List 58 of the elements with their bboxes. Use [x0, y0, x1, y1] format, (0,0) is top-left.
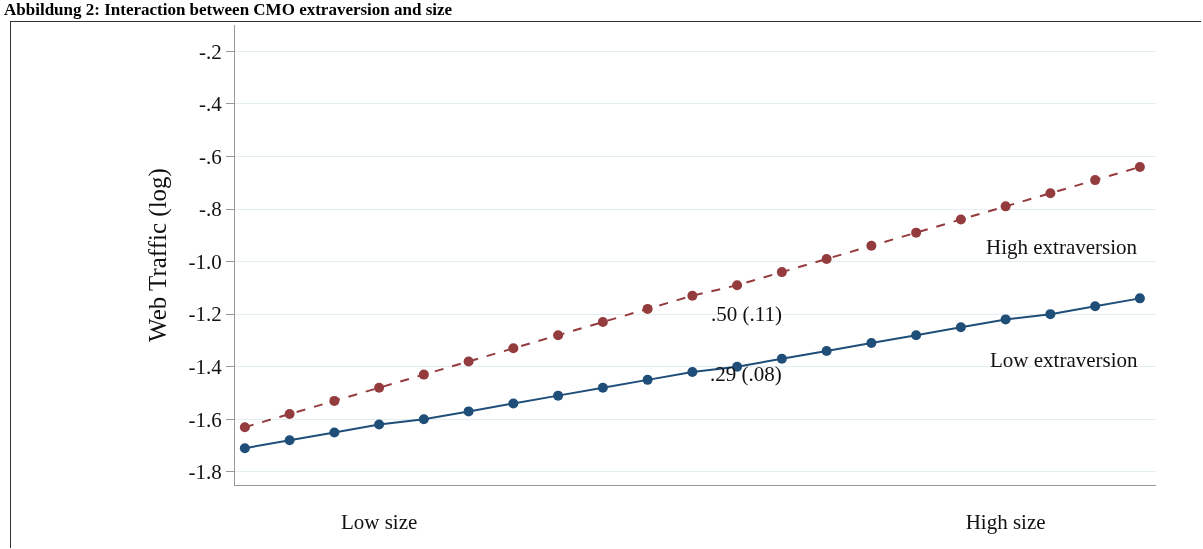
y-tick-label: -1.8 — [188, 460, 222, 485]
point — [687, 366, 698, 377]
y-tick-label: -.6 — [199, 144, 222, 169]
y-tick-label: -.8 — [199, 197, 222, 222]
point — [329, 395, 340, 406]
point — [329, 427, 340, 438]
point — [911, 227, 922, 238]
point — [597, 317, 608, 328]
x-tick-label: High size — [965, 510, 1046, 535]
annotation: .29 (.08) — [710, 362, 782, 386]
point — [1134, 293, 1145, 304]
y-tick-label: -1.0 — [188, 249, 222, 274]
point — [821, 253, 832, 264]
point — [776, 353, 787, 364]
point — [687, 290, 698, 301]
point — [418, 414, 429, 425]
point — [374, 419, 385, 430]
point — [821, 345, 832, 356]
point — [1134, 161, 1145, 172]
point — [732, 280, 743, 291]
point — [553, 330, 564, 341]
y-tick-label: -1.2 — [188, 302, 222, 327]
point — [374, 382, 385, 393]
point — [1045, 309, 1056, 320]
point — [239, 422, 250, 433]
point — [418, 369, 429, 380]
point — [508, 343, 519, 354]
point — [1000, 201, 1011, 212]
point — [911, 330, 922, 341]
x-tick-label: Low size — [340, 510, 418, 535]
point — [776, 267, 787, 278]
point — [642, 303, 653, 314]
point — [1045, 188, 1056, 199]
series-label: High extraversion — [986, 235, 1138, 259]
y-tick-label: -1.4 — [188, 355, 223, 380]
point — [1000, 314, 1011, 325]
y-tick-label: -1.6 — [188, 407, 222, 432]
y-axis-title: Web Traffic (log) — [144, 168, 173, 342]
annotation: .50 (.11) — [711, 302, 782, 326]
point — [955, 214, 966, 225]
point — [866, 240, 877, 251]
point — [1090, 301, 1101, 312]
point — [866, 338, 877, 349]
point — [284, 435, 295, 446]
chart-title: Abbildung 2: Interaction between CMO extraversion and size — [4, 0, 453, 20]
y-tick-label: -.4 — [199, 92, 223, 117]
point — [284, 409, 295, 420]
point — [553, 390, 564, 401]
point — [642, 374, 653, 385]
point — [463, 356, 474, 367]
point — [239, 443, 250, 454]
point — [508, 398, 519, 409]
point — [955, 322, 966, 333]
series-label: Low extraversion — [990, 348, 1139, 372]
point — [1090, 175, 1101, 186]
y-tick-label: -.2 — [199, 39, 222, 64]
point — [463, 406, 474, 417]
point — [597, 382, 608, 393]
